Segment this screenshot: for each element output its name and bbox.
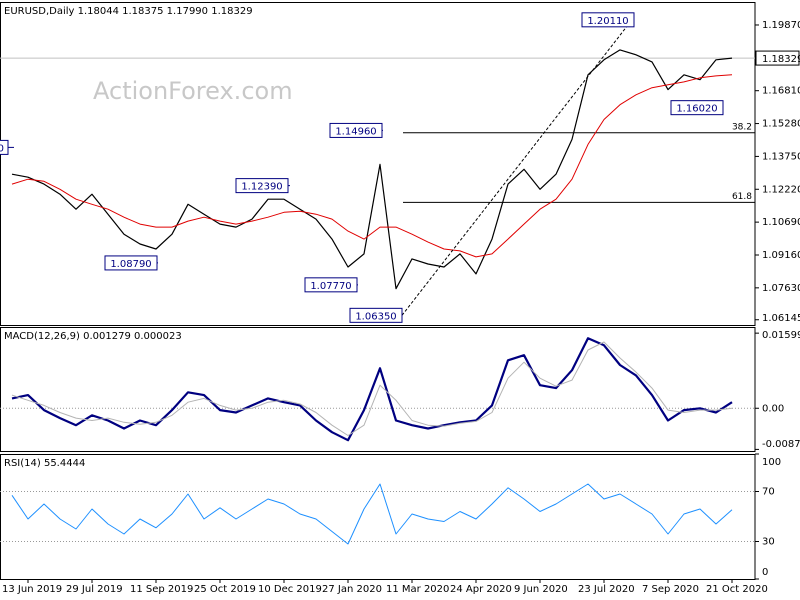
panel-title: RSI(14) 55.4444 — [4, 458, 85, 469]
panel-frame — [0, 327, 756, 452]
fib-label: 38.2 — [732, 122, 752, 132]
series-line — [11, 483, 733, 545]
last-price-label: 1.18329 — [762, 54, 800, 65]
annotation-box — [235, 178, 289, 194]
y-tick-label: 30 — [762, 537, 775, 548]
fib-label: 61.8 — [732, 192, 752, 202]
x-tick-label: 13 Jun 2019 — [2, 584, 62, 595]
annotation-label: 1.08790 — [110, 259, 151, 270]
x-tick-label: 7 Sep 2020 — [642, 584, 699, 595]
y-tick-label: 1.10690 — [762, 217, 800, 228]
y-tick-label: 1.16810 — [762, 86, 800, 97]
y-tick-label: 0 — [762, 567, 768, 578]
last-price-box — [755, 50, 800, 66]
y-tick-label: 0.00 — [762, 403, 784, 414]
y-tick-label: 1.15280 — [762, 119, 800, 130]
plot-area — [0, 337, 755, 442]
series-line — [11, 49, 733, 290]
y-tick-label: 1.09160 — [762, 250, 800, 261]
annotation-box — [349, 307, 403, 323]
x-tick-label: 27 Jan 2020 — [322, 584, 382, 595]
y-tick-label: 1.19870 — [762, 20, 800, 31]
panel-title: MACD(12,26,9) 0.001279 0.000023 — [4, 331, 182, 342]
plot-area — [0, 483, 755, 545]
plot-area: ActionForex.com 38.2 61.8 1.20110 1.16020 1.1… — [0, 12, 755, 323]
y-tick-label: 1.13750 — [762, 151, 800, 162]
trend-line — [401, 19, 633, 316]
annotation-box — [104, 255, 158, 271]
annotation-box — [581, 12, 635, 28]
y-tick-label: -0.00876 — [762, 439, 800, 450]
x-tick-label: 11 Sep 2019 — [130, 584, 193, 595]
series-line — [11, 337, 733, 442]
x-tick-label: 10 Dec 2019 — [258, 584, 322, 595]
x-tick-label: 11 Mar 2020 — [386, 584, 449, 595]
series-line — [11, 74, 733, 258]
annotation-box — [670, 100, 724, 116]
x-tick-label: 21 Oct 2020 — [706, 584, 768, 595]
annotation-label: 1.06350 — [355, 311, 396, 322]
annotation-box — [329, 122, 383, 138]
series-line — [11, 341, 733, 436]
x-tick-label: 29 Jul 2019 — [66, 584, 123, 595]
annotation-box — [304, 277, 358, 293]
y-tick-label: 0.015991 — [762, 330, 800, 341]
x-tick-label: 23 Jul 2020 — [578, 584, 635, 595]
panel-frame — [0, 2, 756, 326]
annotation-box — [0, 139, 9, 155]
annotation-label: 1.14960 — [335, 126, 376, 137]
x-tick-label: 25 Oct 2019 — [194, 584, 256, 595]
annotation-label: 1.12390 — [241, 182, 282, 193]
annotation-label: 1.16020 — [676, 104, 717, 115]
annotation-label: 1.07770 — [310, 281, 351, 292]
annotation-label: 0 — [0, 143, 4, 154]
y-tick-label: 1.12220 — [762, 184, 800, 195]
x-tick-label: 24 Apr 2020 — [450, 584, 512, 595]
x-tick-label: 9 Jun 2020 — [514, 584, 568, 595]
panel-title: EURUSD,Daily 1.18044 1.18375 1.17990 1.1… — [4, 6, 253, 17]
annotation-label: 1.20110 — [587, 16, 628, 27]
watermark: ActionForex.com — [93, 77, 293, 105]
y-tick-label: 70 — [762, 487, 775, 498]
y-tick-label: 1.07630 — [762, 283, 800, 294]
y-tick-label: 100 — [762, 457, 781, 468]
panel-frame — [0, 454, 756, 580]
y-tick-label: 1.06145 — [762, 313, 800, 324]
